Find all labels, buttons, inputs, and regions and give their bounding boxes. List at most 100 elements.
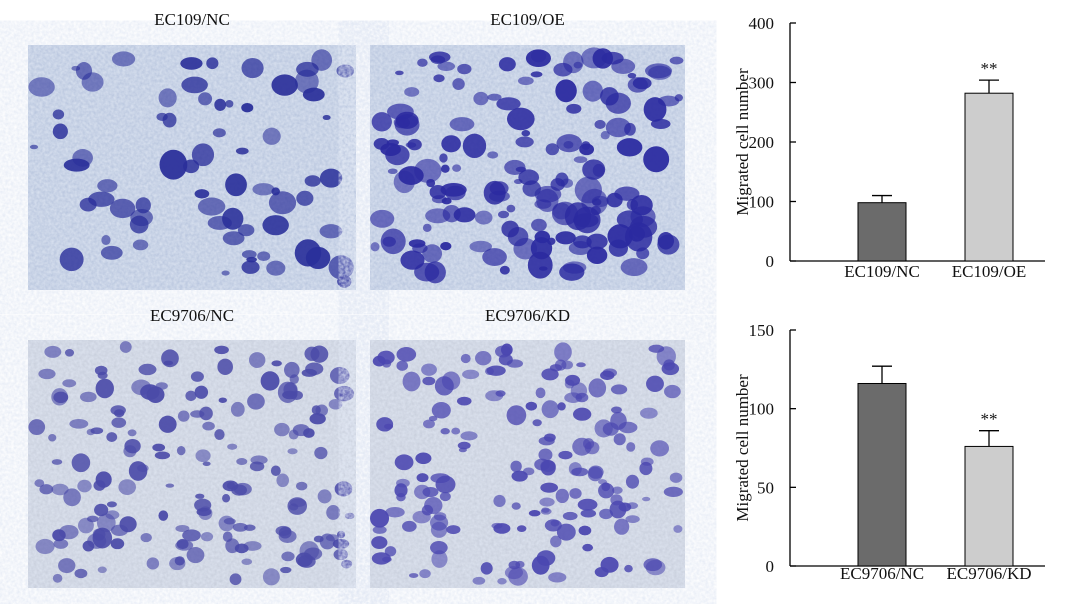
cell <box>610 406 622 414</box>
cell <box>493 523 511 534</box>
cell <box>337 275 352 288</box>
cell <box>540 460 556 472</box>
cell <box>541 400 559 419</box>
cell <box>325 534 340 542</box>
cell <box>380 143 401 156</box>
cell <box>62 379 77 388</box>
bar <box>857 202 907 262</box>
cell <box>222 231 245 246</box>
cell <box>140 532 152 543</box>
cell <box>266 260 286 276</box>
cell <box>629 215 658 238</box>
cell <box>191 143 215 167</box>
cell <box>119 516 137 533</box>
cell <box>303 428 315 438</box>
cell <box>371 112 392 132</box>
cell <box>396 493 406 502</box>
cell <box>158 510 169 521</box>
cell <box>515 136 534 148</box>
cell <box>250 455 268 465</box>
cell <box>657 95 680 107</box>
cell <box>630 195 653 216</box>
cell <box>287 448 298 455</box>
cell <box>536 188 559 212</box>
cell <box>51 388 68 406</box>
cell <box>394 454 414 471</box>
cell <box>482 248 507 266</box>
cell <box>243 541 262 551</box>
cell <box>74 568 88 579</box>
cell <box>624 122 636 136</box>
cell <box>493 494 506 508</box>
cell <box>28 77 55 97</box>
cell <box>156 112 168 121</box>
cell <box>557 402 566 411</box>
cell <box>328 398 343 410</box>
cell <box>52 123 68 140</box>
cell <box>475 351 492 366</box>
cell <box>618 421 638 434</box>
cell <box>587 466 603 482</box>
cell <box>247 393 265 410</box>
cell <box>105 510 120 520</box>
y-tick-label: 150 <box>749 321 775 340</box>
cell <box>578 525 592 536</box>
cell <box>387 103 414 120</box>
cell <box>341 559 353 569</box>
cell <box>64 348 75 357</box>
cell <box>440 428 450 435</box>
cell <box>225 100 234 108</box>
cell <box>127 429 137 437</box>
cell <box>610 384 628 395</box>
cell <box>497 210 510 219</box>
cell <box>421 504 434 516</box>
cell <box>58 558 76 574</box>
cell <box>387 168 398 175</box>
cell <box>344 512 355 520</box>
cell <box>333 549 349 561</box>
cell <box>594 419 613 438</box>
cell <box>506 107 535 131</box>
cell <box>235 147 249 155</box>
cell <box>260 371 280 391</box>
cell <box>222 531 233 543</box>
cell <box>176 538 189 550</box>
cell <box>506 204 516 213</box>
cell <box>612 486 623 495</box>
cell <box>613 433 626 446</box>
cell <box>294 69 319 94</box>
cell <box>573 61 583 69</box>
cell <box>600 131 610 140</box>
cell <box>268 191 297 215</box>
cell <box>119 341 132 353</box>
cell <box>241 558 253 566</box>
cell <box>202 461 211 466</box>
x-tick-label: EC9706/NC <box>840 564 924 583</box>
cell <box>199 406 213 421</box>
cell <box>555 79 577 103</box>
cell <box>305 246 331 270</box>
cell <box>556 523 576 541</box>
y-tick-label: 50 <box>757 478 774 497</box>
cell <box>565 374 581 386</box>
cell <box>515 560 525 569</box>
cell <box>648 344 665 353</box>
cell <box>624 564 633 573</box>
cell <box>243 524 256 531</box>
cell <box>274 422 290 437</box>
y-tick-label: 0 <box>766 557 775 576</box>
cell <box>601 51 624 65</box>
cell <box>214 98 227 111</box>
cell <box>152 443 166 452</box>
cell <box>52 529 66 542</box>
cell <box>299 541 320 561</box>
cell <box>190 371 204 382</box>
cell <box>472 576 486 585</box>
cell <box>586 233 608 250</box>
cell <box>80 391 97 403</box>
cell <box>237 224 255 237</box>
cell <box>51 459 63 465</box>
cell <box>581 47 607 69</box>
cell <box>241 250 257 259</box>
